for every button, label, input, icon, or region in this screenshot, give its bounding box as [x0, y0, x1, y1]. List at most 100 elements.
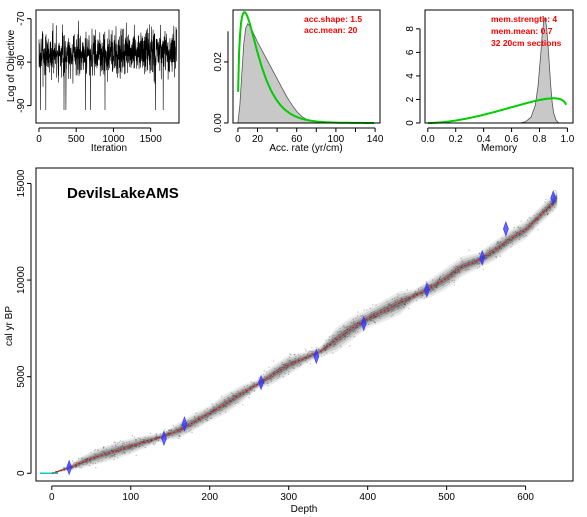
age-iteration-point [73, 462, 75, 464]
memory-ytick-label: 2 [405, 96, 416, 102]
age-iteration-point [90, 462, 92, 464]
age-iteration-point [332, 334, 334, 337]
age-iteration-point [334, 343, 336, 346]
age-iteration-point [407, 299, 409, 301]
age-iteration-point [148, 441, 150, 443]
age-iteration-point [373, 313, 375, 315]
age-iteration-point [421, 294, 424, 296]
age-iteration-point [395, 301, 397, 303]
age-iteration-point [123, 448, 125, 450]
age-iteration-point [517, 226, 519, 228]
age-iteration-point [156, 437, 159, 439]
age-iteration-point [484, 254, 486, 257]
age-iteration-point [229, 404, 231, 406]
age-iteration-point [339, 345, 342, 348]
age-iteration-point [324, 350, 326, 352]
age-iteration-point [468, 260, 470, 262]
age-iteration-point [352, 318, 354, 320]
age-iteration-point [190, 419, 192, 422]
age-iteration-point [438, 278, 441, 280]
accumulation-xtick-label: 60 [291, 134, 303, 145]
age-depth-plot [39, 189, 558, 476]
age-iteration-point [86, 458, 89, 460]
age-iteration-point [390, 304, 392, 306]
age-iteration-point [394, 300, 396, 302]
age-iteration-point [456, 272, 459, 274]
age-depth-xtick-label: 100 [122, 492, 139, 503]
age-iteration-point [519, 234, 521, 236]
age-iteration-point [413, 294, 415, 296]
age-iteration-point [342, 326, 344, 328]
age-iteration-point [179, 428, 181, 431]
age-iteration-point [555, 197, 558, 199]
age-iteration-point [476, 263, 479, 265]
age-iteration-point [131, 444, 133, 446]
age-iteration-point [102, 447, 105, 449]
age-iteration-point [251, 385, 253, 387]
age-iteration-point [405, 301, 407, 303]
age-iteration-point [159, 433, 162, 435]
age-iteration-point [94, 458, 96, 460]
age-iteration-point [278, 368, 280, 371]
age-iteration-point [388, 303, 390, 305]
age-iteration-point [368, 318, 371, 320]
age-iteration-point [370, 319, 372, 321]
age-iteration-point [279, 373, 281, 376]
age-iteration-point [195, 421, 198, 423]
age-iteration-point [333, 345, 335, 347]
age-iteration-point [474, 263, 476, 265]
age-iteration-point [421, 295, 424, 297]
age-iteration-point [80, 467, 83, 469]
age-iteration-point [88, 464, 91, 467]
age-iteration-point [251, 389, 253, 392]
age-iteration-point [503, 244, 505, 246]
age-iteration-point [150, 440, 153, 442]
age-depth-ytick-label: 10000 [16, 266, 27, 294]
age-iteration-point [276, 369, 278, 371]
age-iteration-point [249, 392, 251, 394]
age-iteration-point [399, 302, 402, 304]
age-iteration-point [232, 394, 235, 397]
age-iteration-point [288, 371, 290, 373]
age-iteration-point [144, 436, 146, 439]
age-iteration-point [537, 219, 539, 221]
age-iteration-point [450, 272, 453, 274]
age-iteration-point [269, 377, 272, 379]
age-iteration-point [345, 335, 347, 338]
age-iteration-point [438, 278, 441, 280]
age-iteration-point [541, 208, 544, 211]
age-iteration-point [164, 429, 166, 431]
age-iteration-point [503, 242, 506, 244]
age-iteration-point [75, 461, 78, 464]
age-iteration-point [303, 356, 306, 359]
age-iteration-point [496, 240, 499, 243]
age-iteration-point [298, 357, 300, 360]
age-iteration-point [519, 228, 521, 230]
age-iteration-point [478, 263, 480, 265]
age-iteration-point [204, 410, 206, 412]
age-iteration-point [193, 415, 196, 418]
age-iteration-point [350, 321, 352, 324]
age-iteration-point [453, 284, 455, 286]
age-iteration-point [116, 442, 119, 444]
age-iteration-point [156, 435, 158, 437]
age-iteration-point [361, 315, 363, 317]
age-depth-xtick-label: 500 [438, 492, 455, 503]
age-iteration-point [289, 353, 291, 355]
age-iteration-point [180, 424, 182, 426]
age-iteration-point [388, 309, 390, 312]
dated-sample-marker [550, 190, 557, 206]
age-iteration-point [197, 417, 199, 419]
age-iteration-point [503, 245, 505, 247]
age-iteration-point [90, 457, 92, 459]
age-iteration-point [113, 458, 115, 461]
age-iteration-point [540, 216, 542, 219]
age-iteration-point [255, 386, 258, 388]
age-iteration-point [57, 470, 60, 472]
age-iteration-point [512, 231, 515, 233]
dated-sample-marker [313, 348, 320, 365]
acc-shape-annotation: acc.shape: 1.5 [304, 14, 362, 24]
age-iteration-point [283, 363, 285, 366]
age-iteration-point [401, 298, 403, 300]
age-iteration-point [339, 338, 342, 341]
